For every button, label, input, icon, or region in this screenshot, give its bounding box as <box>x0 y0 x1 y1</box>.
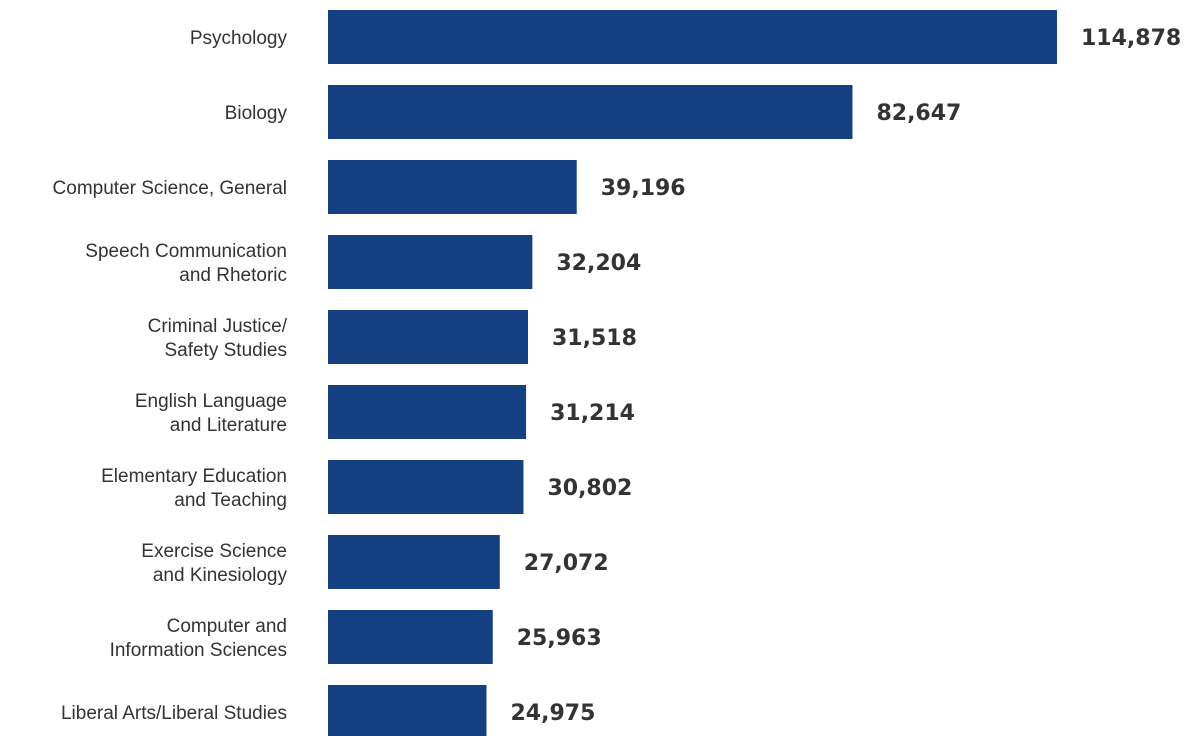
category-label: Elementary Education <box>101 466 287 487</box>
bar <box>328 385 527 439</box>
category-label: Computer Science, General <box>53 178 287 199</box>
bar-value-label: 31,214 <box>550 401 635 426</box>
category-label: Psychology <box>190 28 288 49</box>
category-label: Computer and <box>167 616 287 637</box>
bar-value-label: 82,647 <box>876 101 961 126</box>
value-labels-group: 114,878 82,647 39,196 32,204 31,518 31,214 30,… <box>510 26 1181 726</box>
bar-value-label: 24,975 <box>510 701 595 726</box>
category-label: Speech Communication <box>85 241 287 262</box>
category-label: Biology <box>225 103 288 124</box>
bar <box>328 85 853 139</box>
category-label: Liberal Arts/Liberal Studies <box>61 703 287 724</box>
bar <box>328 10 1057 64</box>
category-label: Information Sciences <box>110 640 287 661</box>
bar <box>328 235 533 289</box>
bars-group <box>328 10 1057 736</box>
category-label: English Language <box>135 391 287 412</box>
bar-value-label: 32,204 <box>556 251 641 276</box>
bar <box>328 610 493 664</box>
bar <box>328 160 577 214</box>
category-label: and Teaching <box>174 490 287 511</box>
bar-value-label: 25,963 <box>517 626 602 651</box>
category-label: and Literature <box>170 415 287 436</box>
bar <box>328 535 500 589</box>
bar-value-label: 30,802 <box>547 476 632 501</box>
category-labels-group: Psychology Biology Computer Science, Gener… <box>53 28 288 724</box>
category-label: Criminal Justice/ <box>148 316 288 337</box>
category-label: Safety Studies <box>164 340 287 361</box>
bar-value-label: 31,518 <box>552 326 637 351</box>
category-label: and Kinesiology <box>153 565 288 586</box>
bar <box>328 310 529 364</box>
bar-value-label: 39,196 <box>601 176 686 201</box>
category-label: Exercise Science <box>141 541 287 562</box>
category-label: and Rhetoric <box>179 265 287 286</box>
bar <box>328 460 524 514</box>
bar <box>328 685 487 736</box>
bar-value-label: 114,878 <box>1081 26 1181 51</box>
bar-value-label: 27,072 <box>524 551 609 576</box>
